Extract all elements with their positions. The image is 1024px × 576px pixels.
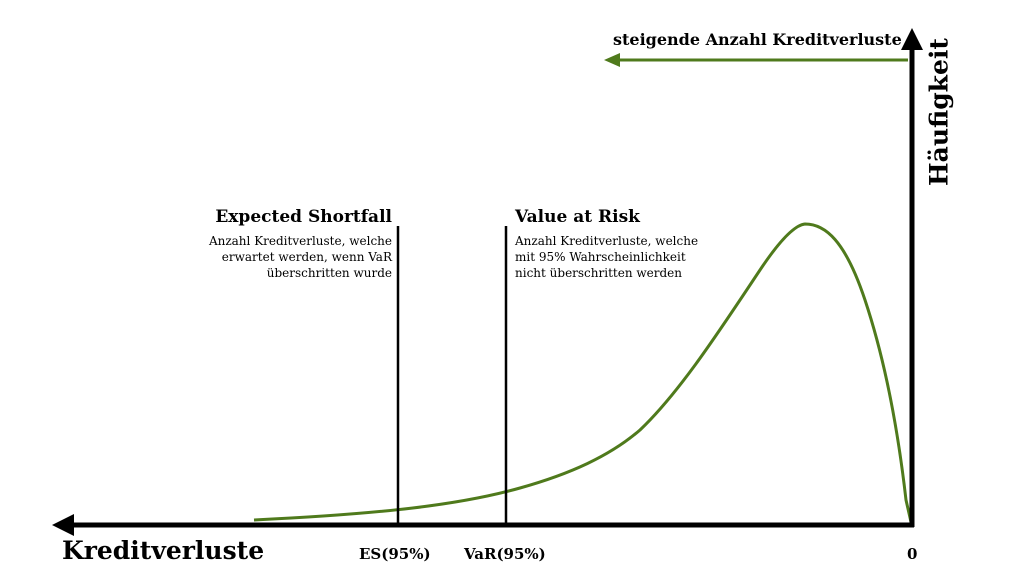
var-description-line: mit 95% Wahrscheinlichkeit — [515, 250, 686, 264]
es-title: Expected Shortfall — [215, 207, 392, 227]
loss-distribution-curve — [253, 222, 913, 523]
x-axis-title: Kreditverluste — [62, 536, 265, 565]
origin-tick-label: 0 — [907, 545, 918, 563]
var-tick-label: VaR(95%) — [464, 545, 546, 563]
direction-arrow-icon — [604, 53, 620, 67]
x-axis-arrow-icon — [52, 514, 74, 536]
var-title: Value at Risk — [515, 207, 640, 227]
es-tick-label: ES(95%) — [359, 545, 431, 563]
es-description: Anzahl Kreditverluste, welche erwartet w… — [209, 233, 392, 281]
y-axis-arrow-icon — [901, 28, 923, 50]
es-description-line: erwartet werden, wenn VaR — [221, 250, 392, 264]
es-description-line: überschritten wurde — [266, 266, 392, 280]
direction-label: steigende Anzahl Kreditverluste — [613, 30, 902, 49]
es-description-line: Anzahl Kreditverluste, welche — [208, 234, 392, 248]
var-description-line: nicht überschritten werden — [515, 266, 682, 280]
y-axis-title: Häufigkeit — [924, 38, 954, 186]
var-description-line: Anzahl Kreditverluste, welche — [515, 234, 699, 248]
var-description: Anzahl Kreditverluste, welche mit 95% Wa… — [515, 233, 698, 281]
